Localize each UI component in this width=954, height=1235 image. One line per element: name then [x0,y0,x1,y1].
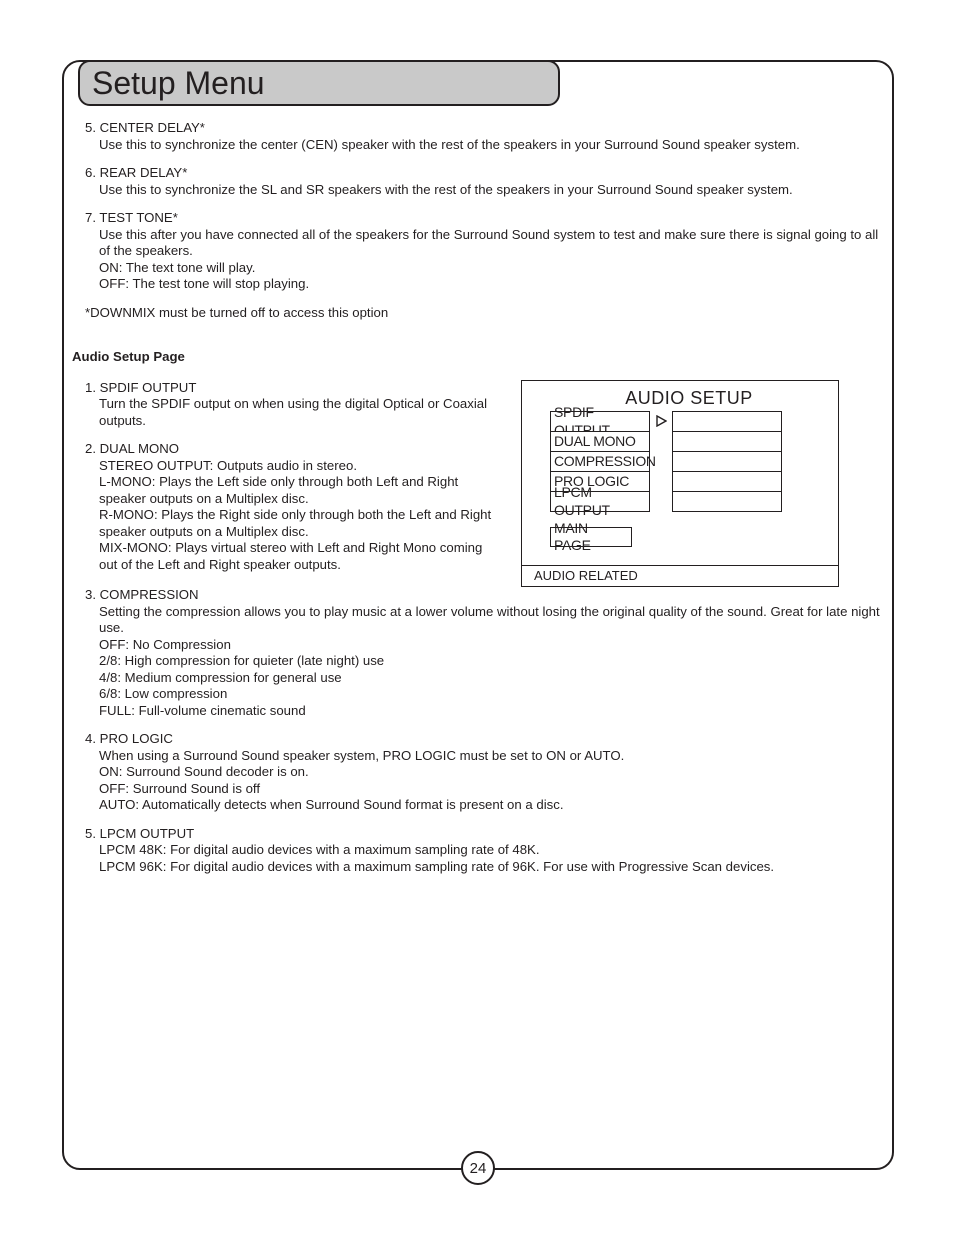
osd-row-value [672,451,782,472]
top-item-2-line: Use this after you have connected all of… [99,227,880,260]
section-heading: Audio Setup Page [72,349,880,366]
full-item-1: 4. PRO LOGICWhen using a Surround Sound … [85,731,880,814]
full-item-0-line: Setting the compression allows you to pl… [99,604,880,637]
top-item-2-line: OFF: The test tone will stop playing. [99,276,880,293]
page-number: 24 [470,1160,487,1177]
full-item-1-title: 4. PRO LOGIC [85,731,880,748]
top-item-2-body: Use this after you have connected all of… [85,227,880,293]
osd-row-label: DUAL MONO [550,431,650,452]
page-number-badge: 24 [461,1151,495,1185]
left-item-0-line: Turn the SPDIF output on when using the … [99,396,503,429]
full-item-2-title: 5. LPCM OUTPUT [85,826,880,843]
full-item-1-line: ON: Surround Sound decoder is on. [99,764,880,781]
left-item-0-title: 1. SPDIF OUTPUT [85,380,503,397]
osd-row-value [672,431,782,452]
full-item-2-line: LPCM 96K: For digital audio devices with… [99,859,880,876]
osd-row-1[interactable]: DUAL MONO [550,431,828,451]
top-item-1-title: 6. REAR DELAY* [85,165,880,182]
osd-row-value [672,491,782,512]
full-item-1-line: OFF: Surround Sound is off [99,781,880,798]
osd-box: AUDIO SETUP SPDIF OUTPUTDUAL MONOCOMPRES… [521,380,839,588]
osd-row-arrow [650,411,672,431]
top-item-0-title: 5. CENTER DELAY* [85,120,880,137]
full-item-1-line: When using a Surround Sound speaker syst… [99,748,880,765]
left-item-1-body: STEREO OUTPUT: Outputs audio in stereo.L… [85,458,503,574]
osd-row-label: SPDIF OUTPUT [550,411,650,432]
full-item-1-body: When using a Surround Sound speaker syst… [85,748,880,814]
top-item-0-line: Use this to synchronize the center (CEN)… [99,137,880,154]
full-item-2: 5. LPCM OUTPUTLPCM 48K: For digital audi… [85,826,880,876]
downmix-note: *DOWNMIX must be turned off to access th… [85,305,880,322]
full-item-0: 3. COMPRESSIONSetting the compression al… [85,587,880,719]
top-item-0-body: Use this to synchronize the center (CEN)… [85,137,880,154]
full-item-0-line: FULL: Full-volume cinematic sound [99,703,880,720]
top-item-2-line: ON: The text tone will play. [99,260,880,277]
top-item-1: 6. REAR DELAY*Use this to synchronize th… [85,165,880,198]
left-item-0-body: Turn the SPDIF output on when using the … [85,396,503,429]
full-item-0-line: OFF: No Compression [99,637,880,654]
left-item-1: 2. DUAL MONOSTEREO OUTPUT: Outputs audio… [85,441,503,573]
full-item-0-line: 4/8: Medium compression for general use [99,670,880,687]
top-item-2-title: 7. TEST TONE* [85,210,880,227]
osd-row-value [672,471,782,492]
top-item-0: 5. CENTER DELAY*Use this to synchronize … [85,120,880,153]
top-item-1-body: Use this to synchronize the SL and SR sp… [85,182,880,199]
full-item-0-line: 6/8: Low compression [99,686,880,703]
osd-footer: AUDIO RELATED [522,568,838,586]
osd-main-page[interactable]: MAIN PAGE [550,527,632,547]
full-item-0-body: Setting the compression allows you to pl… [85,604,880,720]
osd-row-arrow [650,431,672,451]
osd-row-label: LPCM OUTPUT [550,491,650,512]
osd-row-arrow [650,471,672,491]
page-content: 5. CENTER DELAY*Use this to synchronize … [85,120,880,887]
full-item-2-line: LPCM 48K: For digital audio devices with… [99,842,880,859]
osd-row-0[interactable]: SPDIF OUTPUT [550,411,828,431]
left-item-0: 1. SPDIF OUTPUTTurn the SPDIF output on … [85,380,503,430]
page-title: Setup Menu [92,65,265,102]
left-item-1-title: 2. DUAL MONO [85,441,503,458]
osd-row-value [672,411,782,432]
full-item-2-body: LPCM 48K: For digital audio devices with… [85,842,880,875]
osd-row-arrow [650,491,672,511]
osd-row-arrow [650,451,672,471]
left-item-1-line: L-MONO: Plays the Left side only through… [99,474,503,507]
left-item-1-line: R-MONO: Plays the Right side only throug… [99,507,503,540]
osd-row-2[interactable]: COMPRESSION [550,451,828,471]
page-title-tab: Setup Menu [78,60,560,106]
full-item-1-line: AUTO: Automatically detects when Surroun… [99,797,880,814]
top-item-2: 7. TEST TONE*Use this after you have con… [85,210,880,293]
left-item-1-line: MIX-MONO: Plays virtual stereo with Left… [99,540,503,573]
full-item-0-line: 2/8: High compression for quieter (late … [99,653,880,670]
osd-row-label: COMPRESSION [550,451,650,472]
full-item-0-title: 3. COMPRESSION [85,587,880,604]
top-item-1-line: Use this to synchronize the SL and SR sp… [99,182,880,199]
osd-row-4[interactable]: LPCM OUTPUT [550,491,828,511]
left-item-1-line: STEREO OUTPUT: Outputs audio in stereo. [99,458,503,475]
